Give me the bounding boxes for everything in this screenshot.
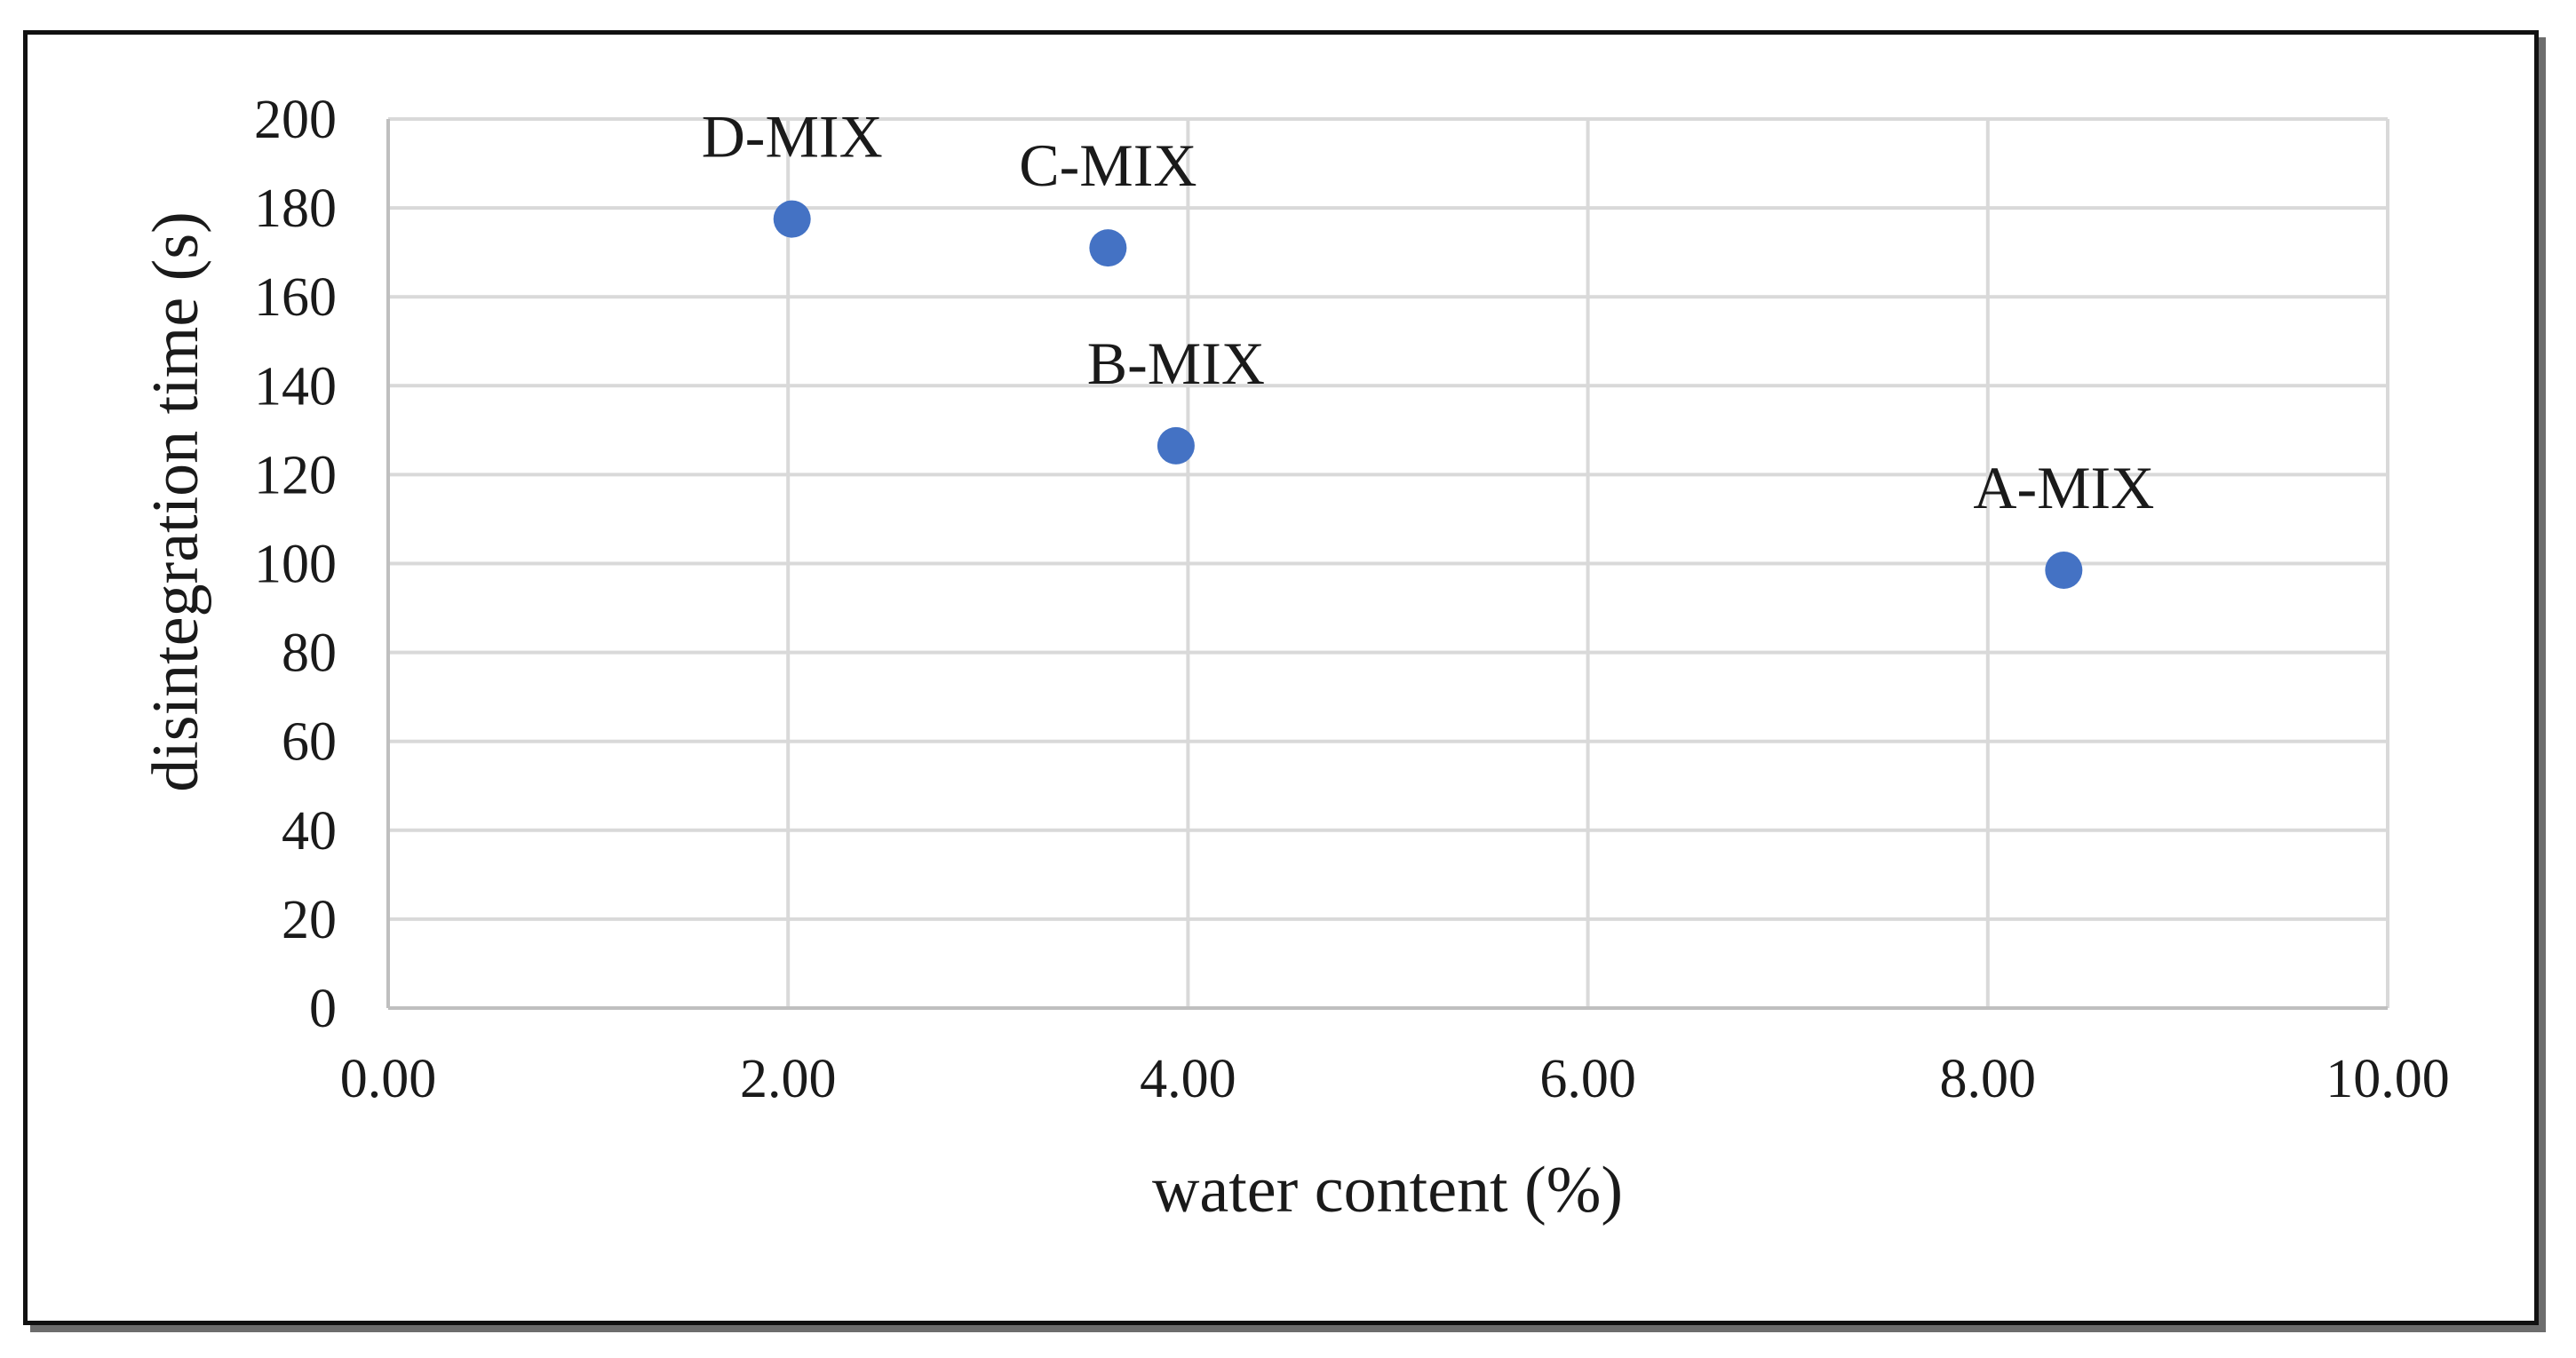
data-point-c-mix <box>1089 229 1127 267</box>
y-tick-label: 120 <box>254 445 337 505</box>
x-tick-label: 10.00 <box>2326 1049 2450 1109</box>
x-tick-label: 6.00 <box>1539 1049 1636 1109</box>
x-tick-label: 4.00 <box>1140 1049 1236 1109</box>
y-tick-label: 60 <box>282 712 337 773</box>
data-label-b-mix: B-MIX <box>1087 330 1265 397</box>
x-tick-label: 8.00 <box>1940 1049 2037 1109</box>
y-tick-label: 80 <box>282 623 337 684</box>
data-point-a-mix <box>2045 552 2083 590</box>
data-label-a-mix: A-MIX <box>1973 454 2154 521</box>
y-axis-title: disintegration time (s) <box>139 211 212 792</box>
y-tick-label: 20 <box>282 890 337 950</box>
y-tick-label: 200 <box>254 90 337 150</box>
x-tick-label: 2.00 <box>740 1049 837 1109</box>
y-tick-label: 40 <box>282 801 337 862</box>
y-tick-label: 0 <box>309 979 337 1039</box>
data-label-c-mix: C-MIX <box>1019 131 1197 199</box>
axes <box>386 119 2388 1010</box>
gridlines <box>388 117 2389 1008</box>
y-tick-label: 100 <box>254 535 337 595</box>
data-point-d-mix <box>773 200 811 238</box>
data-point-b-mix <box>1157 426 1195 465</box>
y-tick-label: 160 <box>254 267 337 328</box>
x-tick-label: 0.00 <box>340 1049 437 1109</box>
y-tick-label: 140 <box>254 356 337 417</box>
tick-labels: 0 20 40 60 80 100 120 140 160 180 200 0.00 2.00 4.00 6… <box>254 90 2450 1109</box>
data-points <box>773 200 2083 590</box>
data-label-d-mix: D-MIX <box>702 103 883 171</box>
figure-frame <box>23 30 2539 1325</box>
point-labels: D-MIX C-MIX B-MIX A-MIX <box>702 103 2155 521</box>
y-tick-label: 180 <box>254 179 337 239</box>
x-axis-title: water content (%) <box>1152 1154 1623 1227</box>
